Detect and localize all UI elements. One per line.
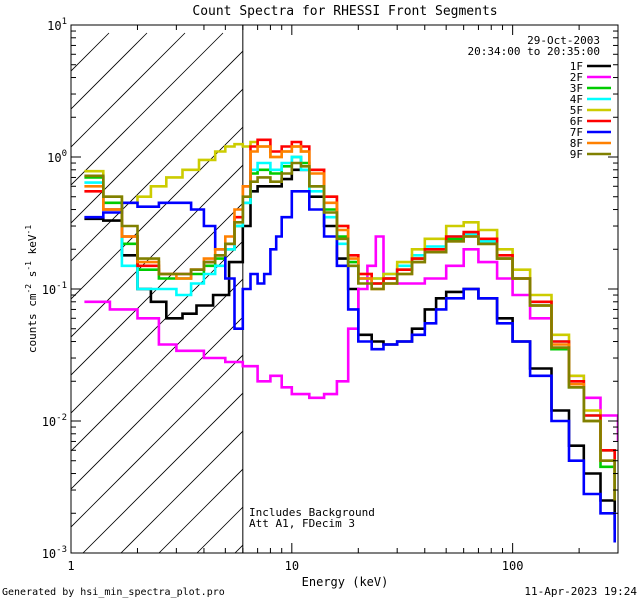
series-group: [84, 138, 618, 543]
series-line-1F: [84, 168, 616, 530]
hatch-line: [71, 32, 148, 110]
y-tick-label-base: 10: [42, 283, 56, 297]
y-tick-label-exponent: 1: [62, 17, 67, 27]
y-tick-label: 10-1: [42, 281, 67, 297]
hatched-region: [71, 32, 640, 573]
series-line-2F: [84, 235, 618, 442]
background-note: Includes Background: [249, 506, 375, 519]
y-axis-label-unit: counts cm: [26, 293, 39, 353]
generated-date: 11-Apr-2023 19:24: [524, 585, 637, 598]
hatch-line: [71, 316, 243, 490]
series-line-4F: [84, 155, 616, 490]
y-tick-label-base: 10: [47, 19, 61, 33]
legend-label-6F: 6F: [570, 115, 583, 128]
chart-title: Count Spectra for RHESSI Front Segments: [192, 4, 497, 19]
y-tick-label: 101: [47, 17, 67, 33]
series-line-8F: [84, 145, 616, 501]
y-tick-label: 100: [47, 149, 67, 165]
hatch-line: [329, 33, 640, 573]
x-tick-label: 10: [285, 559, 299, 573]
y-axis-label: counts cm-2 s-1 keV-1: [24, 225, 39, 353]
legend-label-2F: 2F: [570, 71, 583, 84]
y-tick-label: 10-3: [42, 545, 67, 561]
hatch-line: [71, 202, 243, 376]
y-tick-label-exponent: -1: [56, 281, 67, 291]
hatch-line: [291, 33, 640, 573]
y-tick-label-exponent: -3: [56, 545, 67, 555]
y-tick-label: 10-2: [42, 413, 67, 429]
hatch-line: [71, 126, 243, 300]
x-axis-label: Energy (keV): [302, 575, 389, 589]
hatch-line: [158, 468, 243, 553]
hatch-line: [120, 430, 243, 553]
date-label: 29-Oct-2003: [527, 34, 600, 47]
hatch-line: [71, 88, 243, 262]
hatch-line: [71, 278, 243, 452]
hatch-line: [367, 33, 640, 573]
x-tick-labels: 1 10 100: [67, 559, 523, 573]
legend-label-8F: 8F: [570, 137, 583, 150]
legend-label-3F: 3F: [570, 82, 583, 95]
legend-label-7F: 7F: [570, 126, 583, 139]
axis-ticks: [70, 24, 619, 554]
y-axis-label-exponent: -2: [24, 284, 33, 294]
series-line-5F: [84, 140, 616, 490]
y-tick-label-exponent: 0: [62, 149, 67, 159]
y-tick-label-base: 10: [42, 415, 56, 429]
hatch-line: [71, 32, 224, 186]
series-line-9F: [84, 161, 616, 501]
hatch-line: [71, 32, 186, 148]
hatch-line: [71, 164, 243, 338]
legend-label-9F: 9F: [570, 148, 583, 161]
y-axis-label-exponent: -1: [24, 261, 33, 271]
x-tick-label: 100: [502, 559, 524, 573]
time-range-label: 20:34:00 to 20:35:00: [468, 45, 600, 58]
y-tick-label-exponent: -2: [56, 413, 67, 423]
hatch-line: [71, 354, 243, 528]
hatch-line: [82, 392, 243, 553]
legend-label-1F: 1F: [570, 60, 583, 73]
y-axis-label-exponent: -1: [24, 225, 33, 235]
x-tick-label: 1: [67, 559, 74, 573]
generated-by-note: Generated by hsi_min_spectra_plot.pro: [2, 587, 225, 598]
hatch-line: [71, 240, 243, 414]
y-tick-label-base: 10: [42, 547, 56, 561]
legend-label-4F: 4F: [570, 93, 583, 106]
hatch-line: [71, 50, 243, 224]
legend-label-5F: 5F: [570, 104, 583, 117]
series-line-7F: [84, 190, 616, 543]
y-axis-label-unit: s: [26, 271, 39, 284]
attenuator-note: Att A1, FDecim 3: [249, 517, 355, 530]
y-tick-label-base: 10: [47, 151, 61, 165]
hatch-line: [405, 33, 640, 573]
y-axis-label-unit: keV: [26, 234, 39, 261]
